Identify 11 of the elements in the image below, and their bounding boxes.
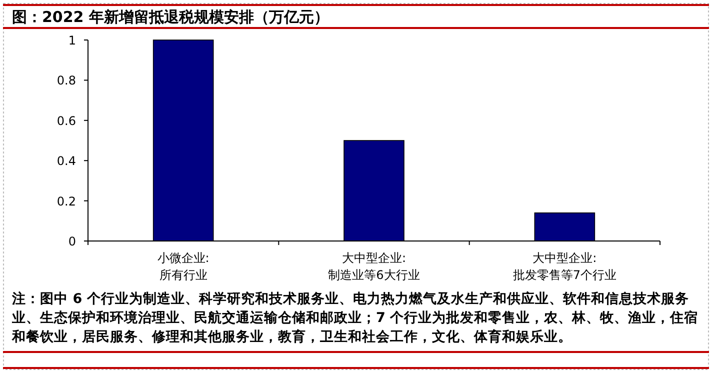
y-tick-label: 0.4: [56, 154, 76, 168]
y-tick-label: 0.8: [56, 74, 76, 88]
y-tick-label: 1: [68, 34, 76, 48]
y-tick-label: 0.6: [56, 114, 76, 128]
y-tick-label: 0.2: [56, 194, 76, 208]
x-tick-label: 大中型企业: 制造业等6大行业: [328, 251, 420, 282]
x-tick-label: 大中型企业: 批发零售等7个行业: [512, 251, 616, 282]
chart-title: 图：2022 年新增留抵退税规模安排（万亿元）: [12, 8, 329, 26]
x-tick-label: 小微企业: 所有行业: [157, 251, 210, 282]
y-tick-label: 0: [68, 234, 76, 248]
text: 注：图中 6 个行业为制造业、科学研究和技术服务业、电力热力燃气及水生产和供应业、软件和信息技术服务业、生态保护和环境治理业、民航交通运输仓储和邮政业；7 个行业为批发和零售业，农、林、牧、渔业，住宿和餐饮业，居民服务、修理和其他服务业，教育，卫生和社会工作，文化、体育和娱乐业。: [12, 290, 700, 347]
